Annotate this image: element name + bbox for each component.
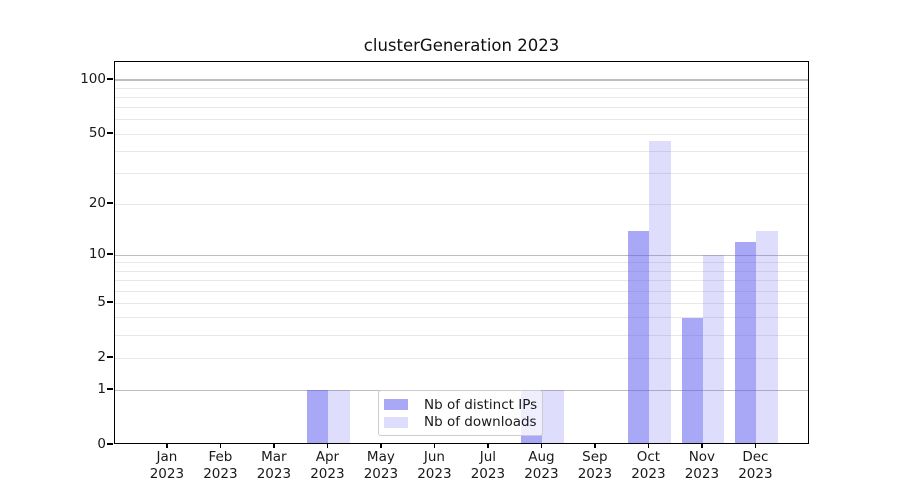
x-tick-mark <box>166 443 168 448</box>
x-tick-mark <box>754 443 757 448</box>
y-tick-mark <box>107 443 113 445</box>
minor-gridline <box>115 334 808 336</box>
x-tick-label-jun: Jun 2023 <box>417 449 452 482</box>
y-tick-label: 0 <box>97 436 106 452</box>
legend-swatch-distinct-ips <box>384 399 408 411</box>
chart-title: clusterGeneration 2023 <box>363 36 560 55</box>
minor-gridline <box>115 87 808 89</box>
minor-gridline <box>115 317 808 319</box>
y-tick-mark <box>107 388 113 391</box>
bar-distinct-ips-nov <box>681 317 703 444</box>
legend-label: Nb of distinct IPs <box>424 396 538 413</box>
minor-gridline <box>115 150 808 152</box>
minor-gridline <box>115 357 808 359</box>
y-tick-mark <box>107 132 113 134</box>
legend-item-distinct-ips: Nb of distinct IPs <box>384 396 538 414</box>
plot-area <box>114 61 809 444</box>
x-tick-label-oct: Oct 2023 <box>631 449 666 482</box>
y-tick-mark <box>107 301 113 304</box>
minor-gridline <box>115 203 808 205</box>
y-tick-mark <box>107 78 113 80</box>
minor-gridline <box>115 107 808 109</box>
y-tick-label: 100 <box>80 71 106 87</box>
x-tick-mark <box>594 443 596 448</box>
y-tick-mark <box>107 202 113 205</box>
x-tick-mark <box>326 443 329 448</box>
x-tick-label-nov: Nov 2023 <box>684 449 720 482</box>
x-tick-label-mar: Mar 2023 <box>256 449 292 482</box>
bar-downloads-aug <box>542 390 564 444</box>
x-tick-mark <box>647 443 650 448</box>
major-gridline <box>115 254 808 257</box>
x-tick-mark <box>487 443 489 448</box>
x-tick-mark <box>380 443 382 448</box>
bar-downloads-dec <box>756 230 778 444</box>
x-tick-label-may: May 2023 <box>363 449 399 482</box>
legend-swatch-downloads <box>384 416 408 428</box>
minor-gridline <box>115 290 808 292</box>
x-tick-mark <box>219 443 222 448</box>
bar-downloads-apr <box>328 390 350 444</box>
y-tick-mark <box>107 356 113 358</box>
x-tick-label-jan: Jan 2023 <box>149 449 185 482</box>
minor-gridline <box>115 302 808 304</box>
legend-item-downloads: Nb of downloads <box>384 414 537 432</box>
y-tick-label: 2 <box>97 349 106 366</box>
bar-downloads-nov <box>702 255 725 444</box>
x-tick-label-apr: Apr 2023 <box>310 449 345 482</box>
y-tick-label: 10 <box>88 246 106 263</box>
y-tick-label: 1 <box>97 381 106 398</box>
minor-gridline <box>115 172 808 174</box>
minor-gridline <box>115 270 808 272</box>
y-tick-label: 5 <box>97 294 106 311</box>
x-tick-mark <box>433 443 436 448</box>
minor-gridline <box>115 262 808 264</box>
x-tick-label-dec: Dec 2023 <box>738 449 773 482</box>
minor-gridline <box>115 119 808 121</box>
y-tick-label: 20 <box>88 195 106 212</box>
y-tick-mark <box>107 253 113 256</box>
minor-gridline <box>115 96 808 98</box>
bar-distinct-ips-dec <box>735 242 757 444</box>
minor-gridline <box>115 133 808 135</box>
x-tick-mark <box>540 443 543 448</box>
x-tick-label-jul: Jul 2023 <box>470 449 506 482</box>
x-tick-label-feb: Feb 2023 <box>203 449 238 482</box>
x-tick-label-sep: Sep 2023 <box>577 449 613 482</box>
bar-downloads-oct <box>649 140 671 444</box>
x-tick-label-aug: Aug 2023 <box>524 449 559 482</box>
y-tick-label: 50 <box>88 125 106 142</box>
major-gridline <box>115 79 808 81</box>
legend-label: Nb of downloads <box>424 414 537 431</box>
minor-gridline <box>115 280 808 282</box>
bar-distinct-ips-oct <box>628 230 650 444</box>
legend: Nb of distinct IPs Nb of downloads <box>378 390 543 436</box>
bar-distinct-ips-apr <box>307 390 329 444</box>
x-tick-mark <box>273 443 275 448</box>
x-tick-mark <box>701 443 703 448</box>
